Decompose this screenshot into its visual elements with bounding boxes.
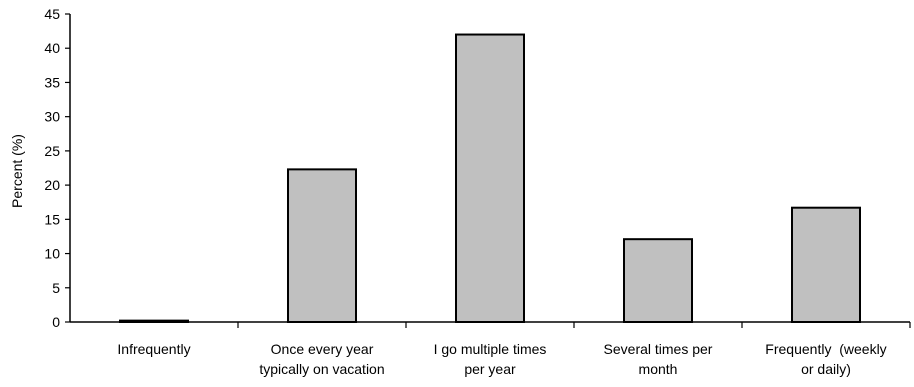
category-label-line: month xyxy=(639,361,678,377)
y-tick-label: 45 xyxy=(44,6,60,22)
y-tick-label: 15 xyxy=(44,211,60,227)
category-label: Frequently (weekly or daily) xyxy=(765,341,886,377)
y-tick-label: 30 xyxy=(44,109,60,125)
y-tick-label: 35 xyxy=(44,74,60,90)
category-label-line: Infrequently xyxy=(117,341,190,357)
category-label-line: per year xyxy=(464,361,516,377)
category-label-line: typically on vacation xyxy=(259,361,384,377)
y-tick-label: 20 xyxy=(44,177,60,193)
category-label-line: or daily) xyxy=(801,361,851,377)
bar xyxy=(623,238,693,323)
axes: 0 5 10 15 20 25 30 35 40 45 xyxy=(44,6,911,330)
category-label-line: I go multiple times xyxy=(434,341,547,357)
category-label-line: Several times per xyxy=(604,341,713,357)
bars xyxy=(119,33,861,324)
category-label: Several times per month xyxy=(604,341,713,377)
category-label-line: Once every year xyxy=(271,341,374,357)
y-tick-label: 10 xyxy=(44,246,60,262)
y-tick-label: 25 xyxy=(44,143,60,159)
y-axis-title: Percent (%) xyxy=(9,134,25,208)
bar xyxy=(791,206,861,324)
category-label: Once every year typically on vacation xyxy=(259,341,384,377)
category-label: I go multiple times per year xyxy=(434,341,547,377)
category-label: Infrequently xyxy=(117,341,190,357)
bar xyxy=(455,33,525,324)
y-tick-label: 0 xyxy=(52,314,60,330)
category-label-line: Frequently (weekly xyxy=(765,341,886,357)
bar xyxy=(287,168,357,323)
category-labels: Infrequently Once every year typically on … xyxy=(117,341,886,377)
bar xyxy=(119,319,189,323)
y-tick-label: 40 xyxy=(44,40,60,56)
y-tick-label: 5 xyxy=(52,280,60,296)
